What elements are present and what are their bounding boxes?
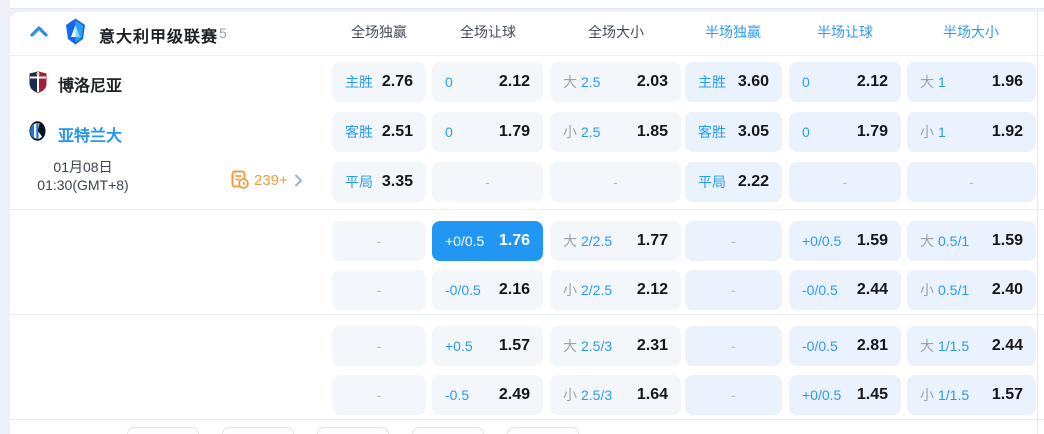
filter-pill[interactable] (127, 427, 199, 434)
column-header-full-win: 全场独赢 (351, 24, 407, 40)
odds-cell-full-over[interactable]: 大 2/2.5 1.77 (550, 221, 681, 261)
odds-cell-half-handicap-home[interactable]: 0 2.12 (789, 62, 901, 102)
odds-cell-full-under[interactable]: 小 2.5/3 1.64 (550, 375, 681, 415)
right-divider (1037, 12, 1038, 434)
odds-cell-half-handicap[interactable]: +0/0.5 1.59 (789, 221, 901, 261)
odds-cell-full-handicap[interactable]: -0.5 2.49 (432, 375, 543, 415)
odds-cell-full-handicap-selected[interactable]: +0/0.5 1.76 (432, 221, 543, 261)
odds-cell-full-handicap-home[interactable]: 0 2.12 (432, 62, 543, 102)
odds-cell-full-over[interactable]: 大 2.5/3 2.31 (550, 326, 681, 366)
column-header-half-handicap: 半场让球 (817, 24, 873, 40)
match-start-time: 01:30(GMT+8) (37, 177, 129, 193)
odds-cell-empty: - (332, 375, 426, 415)
odds-cell-empty: - (685, 326, 782, 366)
header-separator (10, 55, 1044, 56)
odds-cell-full-under[interactable]: 小 2/2.5 2.12 (550, 270, 681, 310)
collapse-league-button[interactable] (28, 23, 50, 41)
group-separator-2 (10, 314, 1044, 315)
odds-cell-half-win-away[interactable]: 客胜 3.05 (685, 112, 782, 152)
odds-cell-full-under[interactable]: 小 2.5 1.85 (550, 112, 681, 152)
more-markets-count: 239+ (254, 171, 288, 189)
previous-card-edge (10, 0, 1044, 9)
odds-cell-empty: - (332, 270, 426, 310)
odds-cell-empty: - (550, 162, 681, 202)
odds-list-icon (231, 170, 249, 189)
odds-cell-half-over[interactable]: 大 0.5/1 1.59 (907, 221, 1036, 261)
bologna-badge (29, 71, 47, 98)
serie-a-logo (64, 18, 87, 50)
odds-cell-empty: - (332, 221, 426, 261)
odds-cell-half-over[interactable]: 大 1 1.96 (907, 62, 1036, 102)
odds-cell-empty: - (685, 270, 782, 310)
odds-cell-half-under[interactable]: 小 1/1.5 1.57 (907, 375, 1036, 415)
odds-cell-half-over[interactable]: 大 1/1.5 2.44 (907, 326, 1036, 366)
more-markets-link[interactable]: 239+ (230, 170, 303, 190)
filter-pill[interactable] (317, 427, 389, 434)
odds-cell-full-handicap-away[interactable]: 0 1.79 (432, 112, 543, 152)
odds-cell-half-handicap-away[interactable]: 0 1.79 (789, 112, 901, 152)
odds-cell-empty: - (685, 375, 782, 415)
odds-cell-full-draw[interactable]: 平局 3.35 (332, 162, 426, 202)
odds-cell-full-over[interactable]: 大 2.5 2.03 (550, 62, 681, 102)
odds-cell-empty: - (789, 162, 901, 202)
match-datetime: 01月08日 01:30(GMT+8) (18, 158, 148, 194)
atalanta-badge (29, 121, 46, 146)
column-header-full-over-under: 全场大小 (588, 24, 644, 40)
away-team-name[interactable]: 亚特兰大 (58, 128, 123, 145)
odds-cell-full-win-home[interactable]: 主胜 2.76 (332, 62, 426, 102)
odds-cell-empty: - (432, 162, 543, 202)
column-header-half-win: 半场独赢 (705, 24, 761, 40)
odds-cell-empty: - (685, 221, 782, 261)
odds-cell-half-handicap[interactable]: +0/0.5 1.45 (789, 375, 901, 415)
column-header-half-over-under: 半场大小 (943, 24, 999, 40)
filter-pill[interactable] (507, 427, 579, 434)
league-match-count: 5 (219, 25, 227, 41)
match-date: 01月08日 (53, 159, 113, 175)
odds-cell-empty: - (332, 326, 426, 366)
odds-cell-half-handicap[interactable]: -0/0.5 2.81 (789, 326, 901, 366)
odds-cell-half-under[interactable]: 小 1 1.92 (907, 112, 1036, 152)
odds-cell-full-handicap[interactable]: +0.5 1.57 (432, 326, 543, 366)
chevron-right-icon (294, 174, 302, 186)
group-separator-3 (10, 419, 1044, 420)
odds-cell-empty: - (907, 162, 1036, 202)
filter-pill[interactable] (222, 427, 294, 434)
column-header-full-handicap: 全场让球 (460, 24, 516, 40)
odds-cell-half-draw[interactable]: 平局 2.22 (685, 162, 782, 202)
odds-cell-full-handicap[interactable]: -0/0.5 2.16 (432, 270, 543, 310)
odds-cell-full-win-away[interactable]: 客胜 2.51 (332, 112, 426, 152)
home-team-name[interactable]: 博洛尼亚 (58, 78, 123, 95)
chevron-up-icon (30, 26, 48, 37)
group-separator-1 (10, 209, 1044, 210)
odds-cell-half-under[interactable]: 小 0.5/1 2.40 (907, 270, 1036, 310)
odds-cell-half-handicap[interactable]: -0/0.5 2.44 (789, 270, 901, 310)
league-title: 意大利甲级联赛 (99, 29, 219, 46)
odds-cell-half-win-home[interactable]: 主胜 3.60 (685, 62, 782, 102)
filter-pill[interactable] (412, 427, 484, 434)
